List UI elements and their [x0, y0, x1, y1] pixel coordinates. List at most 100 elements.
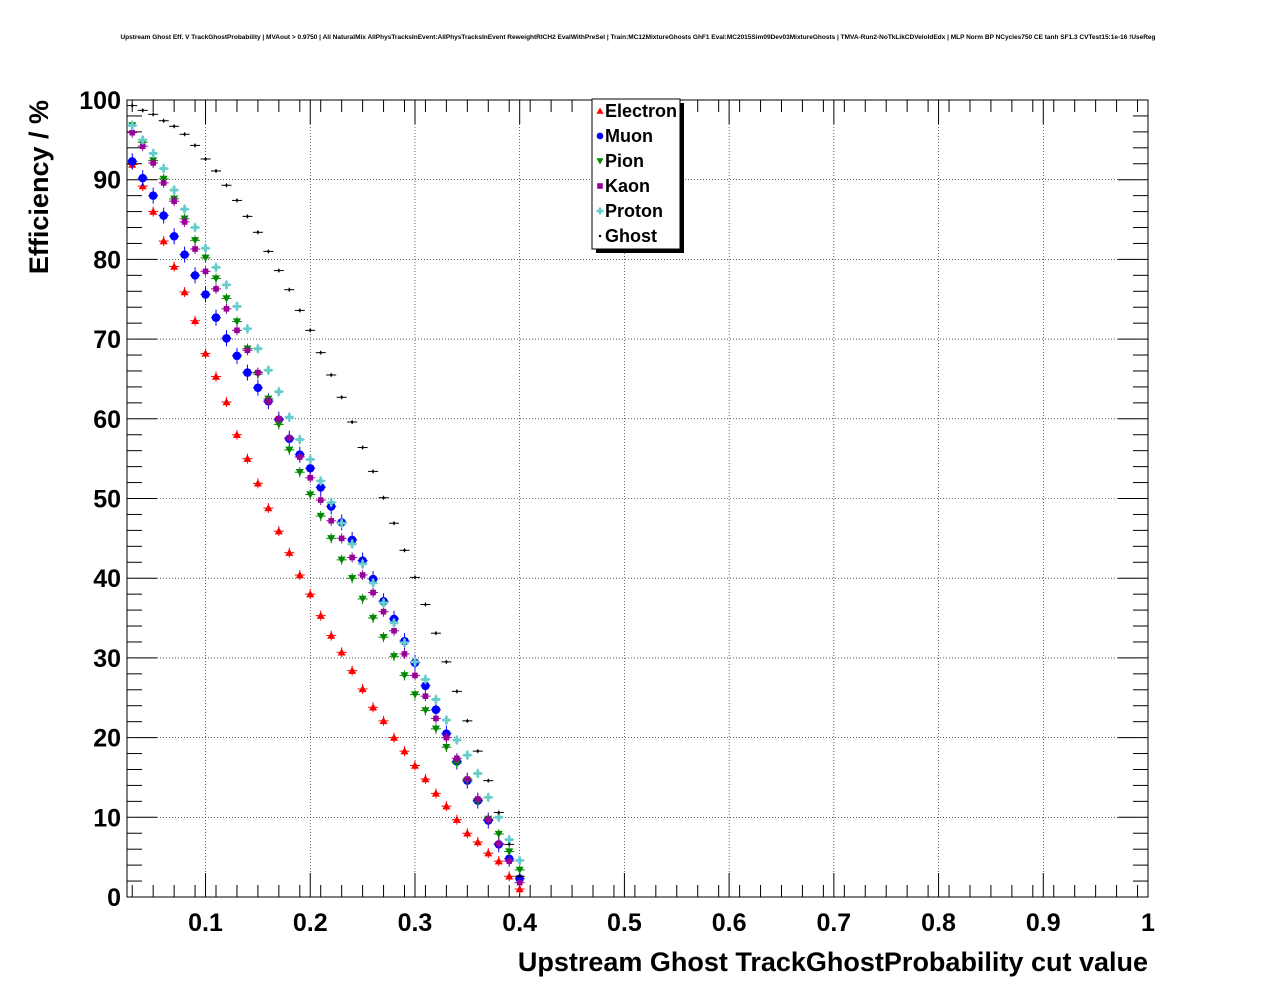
y-tick-label: 20 — [93, 725, 121, 753]
y-tick-label: 100 — [79, 87, 121, 115]
data-point-electron — [336, 647, 347, 658]
data-point-ghost — [483, 778, 494, 783]
data-point-ghost — [336, 395, 347, 400]
data-point-kaon — [221, 303, 232, 314]
data-point-muon — [211, 309, 222, 326]
data-point-ghost — [441, 659, 452, 664]
data-point-electron — [294, 570, 305, 581]
y-tick-label: 60 — [93, 406, 121, 434]
legend-label-electron: Electron — [605, 101, 677, 121]
data-point-kaon — [148, 157, 159, 168]
x-tick-label: 0.9 — [1026, 909, 1061, 937]
data-point-proton — [211, 262, 222, 273]
data-point-electron — [148, 206, 159, 217]
data-point-electron — [451, 814, 462, 825]
data-point-electron — [441, 801, 452, 812]
legend-marker-electron — [596, 107, 604, 114]
data-point-ghost — [472, 749, 483, 754]
x-tick-label: 0.1 — [188, 909, 223, 937]
data-point-ghost — [462, 718, 473, 723]
y-tick-label: 30 — [93, 645, 121, 673]
data-point-kaon — [420, 691, 431, 702]
data-point-kaon — [504, 856, 515, 867]
data-point-proton — [252, 343, 263, 354]
data-point-ghost — [504, 842, 515, 847]
data-point-ghost — [315, 350, 326, 355]
data-point-proton — [378, 597, 389, 608]
y-tick-label: 70 — [93, 326, 121, 354]
data-point-pion — [347, 573, 358, 584]
data-point-proton — [389, 617, 400, 628]
data-point-proton — [242, 323, 253, 334]
data-point-kaon — [368, 587, 379, 598]
data-point-proton — [441, 715, 452, 726]
data-point-ghost — [294, 308, 305, 313]
data-point-pion — [211, 273, 222, 284]
legend-label-ghost: Ghost — [605, 226, 657, 246]
data-point-muon — [190, 267, 201, 284]
data-point-kaon — [190, 244, 201, 255]
data-point-proton — [462, 750, 473, 761]
data-point-kaon — [231, 325, 242, 336]
data-point-kaon — [326, 515, 337, 526]
data-point-ghost — [399, 548, 410, 553]
legend-marker-kaon — [597, 183, 603, 189]
data-point-pion — [357, 593, 368, 604]
data-point-ghost — [137, 108, 148, 113]
data-point-ghost — [326, 372, 337, 377]
legend-label-kaon: Kaon — [605, 176, 650, 196]
data-point-proton — [399, 637, 410, 648]
data-point-proton — [368, 577, 379, 588]
data-point-kaon — [263, 396, 274, 407]
legend-marker-muon — [596, 132, 604, 140]
data-point-kaon — [451, 753, 462, 764]
data-point-kaon — [315, 495, 326, 506]
data-point-proton — [472, 768, 483, 779]
data-point-electron — [357, 683, 368, 694]
data-point-proton — [137, 134, 148, 145]
data-point-electron — [483, 848, 494, 859]
data-point-ghost — [305, 328, 316, 333]
data-point-muon — [242, 364, 253, 381]
data-point-ghost — [514, 874, 525, 879]
data-point-kaon — [273, 413, 284, 424]
data-point-electron — [242, 453, 253, 464]
data-point-kaon — [169, 196, 180, 207]
data-point-electron — [273, 526, 284, 537]
data-point-kaon — [252, 367, 263, 378]
data-point-pion — [420, 705, 431, 716]
data-point-pion — [315, 511, 326, 522]
data-point-pion — [441, 742, 452, 753]
data-point-kaon — [347, 552, 358, 563]
data-point-ghost — [263, 249, 274, 254]
data-point-pion — [200, 252, 211, 263]
data-point-muon — [179, 246, 190, 263]
data-point-proton — [326, 497, 337, 508]
data-point-proton — [200, 243, 211, 254]
data-point-ghost — [368, 469, 379, 474]
data-point-pion — [399, 670, 410, 681]
data-point-muon — [158, 207, 169, 224]
data-point-kaon — [462, 774, 473, 785]
data-point-kaon — [179, 216, 190, 227]
data-point-proton — [294, 434, 305, 445]
data-point-pion — [368, 613, 379, 624]
y-tick-label: 90 — [93, 167, 121, 195]
data-point-electron — [200, 348, 211, 359]
legend-label-muon: Muon — [605, 126, 653, 146]
data-point-electron — [347, 665, 358, 676]
data-point-muon — [148, 187, 159, 204]
data-point-kaon — [211, 283, 222, 294]
data-point-muon — [169, 228, 180, 245]
data-point-ghost — [221, 183, 232, 188]
data-point-proton — [190, 222, 201, 233]
data-point-electron — [284, 547, 295, 558]
chart-title: Upstream Ghost Eff. V TrackGhostProbabil… — [120, 34, 1156, 41]
x-axis-label: Upstream Ghost TrackGhostProbability cut… — [518, 947, 1148, 977]
data-point-muon — [137, 170, 148, 187]
data-point-kaon — [305, 472, 316, 483]
data-point-proton — [231, 301, 242, 312]
data-point-proton — [305, 454, 316, 465]
data-point-kaon — [242, 345, 253, 356]
data-point-proton — [127, 120, 138, 131]
